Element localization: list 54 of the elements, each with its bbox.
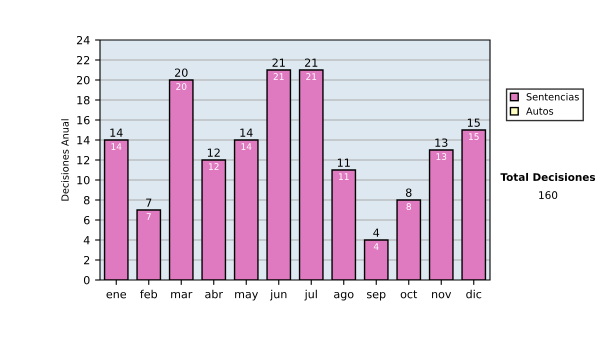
y-tick-label: 6: [84, 216, 90, 224]
y-tick-label: 10: [77, 176, 90, 184]
data-label: 21: [306, 73, 316, 80]
total-label: 11: [338, 158, 350, 167]
y-tick-label: 24: [76, 36, 90, 44]
data-label: 14: [112, 143, 122, 150]
total-label: 12: [208, 148, 220, 157]
text: Total Decisiones: [500, 172, 596, 182]
data-label: 14: [242, 143, 252, 150]
total-label: 20: [174, 68, 188, 77]
y-tick-label: 14: [77, 136, 90, 144]
text: 160: [539, 191, 558, 200]
y-tick-label: 8: [84, 196, 90, 204]
total-label: 15: [468, 118, 480, 127]
data-label: 13: [436, 153, 446, 160]
x-tick-label: ene: [106, 292, 126, 298]
y-axis-title: Decisiones Anual: [61, 119, 69, 201]
data-label: 8: [406, 203, 412, 210]
x-tick-label: abr: [205, 290, 223, 298]
y-tick-label: 4: [84, 236, 90, 244]
total-label: 13: [435, 138, 448, 147]
x-tick-label: jul: [304, 290, 317, 300]
x-tick-label: dic: [466, 290, 482, 298]
x-tick-label: oct: [400, 290, 418, 298]
data-label: 7: [146, 213, 151, 220]
x-tick-label: jun: [270, 290, 286, 300]
y-tick-label: 22: [76, 56, 90, 64]
y-tick-label: 2: [84, 256, 90, 264]
total-label: 4: [373, 228, 380, 237]
legend-label: Sentencias: [526, 92, 579, 100]
data-label: 15: [469, 133, 479, 140]
total-label: 8: [406, 188, 412, 197]
y-tick-label: 20: [76, 76, 90, 84]
x-tick-label: feb: [140, 290, 158, 298]
data-label: 21: [274, 73, 284, 80]
y-tick-label: 16: [77, 116, 90, 124]
data-label: 12: [209, 163, 219, 170]
total-label: 7: [146, 198, 152, 207]
y-tick-label: 0: [84, 276, 90, 284]
x-tick-label: mar: [171, 292, 192, 298]
x-tick-label: may: [235, 292, 258, 300]
total-label: 14: [110, 128, 123, 137]
total-label: 14: [240, 128, 253, 137]
total-label: 21: [272, 58, 285, 67]
x-tick-label: nov: [432, 292, 452, 298]
x-tick-label: ago: [334, 292, 354, 300]
data-label: 4: [374, 243, 379, 250]
total-label: 21: [304, 58, 318, 67]
legend-label: Autos: [526, 108, 554, 115]
data-label: 11: [339, 173, 349, 180]
y-tick-label: 12: [77, 156, 90, 164]
data-label: 20: [176, 83, 186, 90]
y-tick-label: 18: [77, 96, 90, 104]
x-tick-label: sep: [367, 292, 386, 300]
